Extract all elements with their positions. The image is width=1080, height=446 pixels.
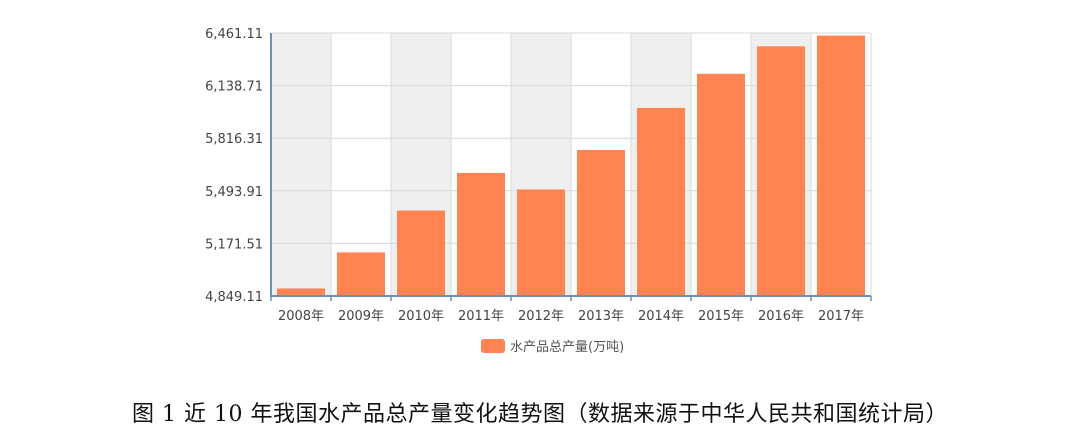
y-tick-label: 6,461.11 [205, 27, 263, 42]
bar-2016年[interactable] [757, 46, 805, 296]
x-tick-label: 2008年 [278, 309, 324, 324]
x-tick-label: 2016年 [758, 309, 804, 324]
y-tick-label: 6,138.71 [205, 80, 263, 95]
y-tick-label: 5,493.91 [205, 185, 263, 200]
x-tick-label: 2012年 [518, 309, 564, 324]
x-tick-label: 2015年 [698, 309, 744, 324]
bar-2008年[interactable] [277, 288, 325, 296]
y-tick-label: 5,816.31 [205, 132, 263, 147]
plot-band [271, 33, 331, 296]
bar-2015年[interactable] [697, 73, 745, 296]
bars [277, 35, 865, 297]
bar-chart: 4,849.11 5,171.51 5,493.91 5,816.31 6,138.71… [205, 27, 872, 355]
legend-swatch [481, 339, 505, 353]
x-tick-label: 2014年 [638, 309, 684, 324]
legend-label: 水产品总产量(万吨) [510, 340, 624, 355]
x-tick-label: 2011年 [458, 309, 504, 324]
legend[interactable]: 水产品总产量(万吨) [481, 339, 624, 355]
axes [270, 33, 872, 301]
bar-2017年[interactable] [817, 35, 865, 297]
bar-2012年[interactable] [517, 189, 565, 296]
x-tick-labels: 2008年 2009年 2010年 2011年 2012年 2013年 2014年 2015年… [278, 309, 864, 324]
x-tick-label: 2017年 [818, 309, 864, 324]
plot-band [331, 33, 391, 296]
x-tick-label: 2010年 [398, 309, 444, 324]
bar-2011年[interactable] [457, 172, 505, 296]
x-tick-label: 2013年 [578, 309, 624, 324]
y-tick-label: 4,849.11 [205, 290, 263, 305]
bar-2010年[interactable] [397, 210, 445, 296]
x-tick-label: 2009年 [338, 309, 384, 324]
bar-2009年[interactable] [337, 252, 385, 296]
figure-caption: 图 1 近 10 年我国水产品总产量变化趋势图（数据来源于中华人民共和国统计局） [132, 402, 948, 427]
y-tick-labels: 4,849.11 5,171.51 5,493.91 5,816.31 6,138.71… [205, 27, 263, 305]
bar-2014年[interactable] [637, 107, 685, 296]
y-tick-label: 5,171.51 [205, 237, 263, 252]
bar-2013年[interactable] [577, 149, 625, 296]
